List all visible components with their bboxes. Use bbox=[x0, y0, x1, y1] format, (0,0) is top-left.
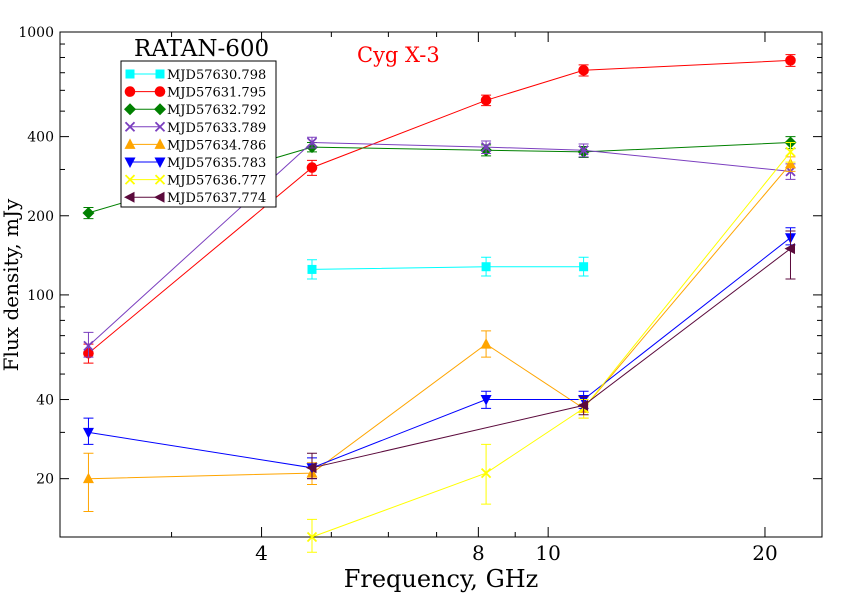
data-point bbox=[124, 191, 135, 203]
legend-label: MJD57635.783 bbox=[167, 156, 266, 171]
data-point bbox=[154, 174, 166, 185]
data-point bbox=[785, 55, 796, 66]
data-point bbox=[83, 340, 94, 352]
data-point bbox=[306, 531, 318, 543]
data-point bbox=[124, 86, 136, 97]
data-point bbox=[154, 138, 166, 149]
legend-label: MJD57634.786 bbox=[167, 138, 266, 153]
data-point bbox=[154, 157, 166, 168]
x-tick-label: 4 bbox=[255, 541, 268, 565]
legend-label: MJD57631.795 bbox=[167, 86, 266, 101]
error-bar bbox=[785, 230, 796, 280]
data-point bbox=[154, 86, 166, 97]
legend-box bbox=[120, 60, 277, 208]
data-point bbox=[481, 262, 491, 272]
legend-item: MJD57632.792 bbox=[124, 103, 266, 118]
legend-item: MJD57635.783 bbox=[124, 156, 266, 171]
axis-ticks: 20 40 100 200 400 1000 4 8 10 20 bbox=[18, 25, 822, 565]
data-point bbox=[305, 462, 317, 474]
series-line bbox=[311, 151, 791, 538]
data-point bbox=[82, 472, 94, 484]
data-point bbox=[578, 65, 589, 76]
data-point bbox=[125, 69, 135, 79]
series bbox=[305, 230, 796, 480]
data-point bbox=[124, 103, 136, 116]
series-layer bbox=[82, 54, 797, 553]
y-axis-label: Flux density, mJy bbox=[0, 198, 23, 371]
data-point bbox=[785, 146, 796, 158]
legend-item: MJD57631.795 bbox=[124, 86, 266, 101]
y-tick-label: 200 bbox=[27, 209, 54, 225]
data-point bbox=[480, 338, 492, 349]
legend-label: MJD57630.798 bbox=[167, 68, 266, 83]
data-point bbox=[124, 121, 136, 132]
legend: MJD57630.798 MJD57631.795 MJD57632.792 MJD5… bbox=[120, 60, 277, 208]
data-point bbox=[579, 262, 589, 272]
y-tick-label: 400 bbox=[27, 130, 54, 146]
data-point bbox=[306, 137, 318, 148]
data-point bbox=[577, 399, 589, 411]
x-axis-label: Frequency, GHz bbox=[344, 565, 539, 593]
chart-annotation: Cyg X-3 bbox=[357, 43, 440, 67]
x-tick-label: 20 bbox=[752, 541, 777, 565]
data-point bbox=[480, 141, 492, 153]
series bbox=[83, 54, 796, 364]
x-tick-label: 10 bbox=[535, 541, 560, 565]
legend-label: MJD57637.774 bbox=[167, 191, 266, 206]
y-tick-label: 40 bbox=[36, 393, 54, 409]
data-point bbox=[154, 191, 165, 203]
y-tick-label: 1000 bbox=[18, 25, 54, 41]
legend-label: MJD57632.792 bbox=[167, 103, 266, 118]
data-point bbox=[480, 94, 492, 106]
legend-item: MJD57636.777 bbox=[124, 174, 266, 189]
data-point bbox=[307, 264, 317, 274]
chart-title: RATAN-600 bbox=[134, 36, 269, 62]
legend-item: MJD57637.774 bbox=[124, 191, 266, 206]
legend-item: MJD57633.789 bbox=[124, 121, 266, 136]
y-tick-label: 20 bbox=[36, 472, 54, 488]
y-tick-label: 100 bbox=[27, 288, 54, 304]
data-point bbox=[82, 206, 95, 219]
data-point bbox=[784, 243, 795, 255]
data-point bbox=[155, 69, 165, 79]
legend-item: MJD57630.798 bbox=[125, 68, 266, 83]
series bbox=[306, 256, 589, 280]
data-point bbox=[578, 145, 589, 156]
x-tick-label: 8 bbox=[472, 541, 485, 565]
data-point bbox=[124, 157, 136, 168]
data-point bbox=[306, 162, 318, 173]
data-point bbox=[124, 138, 136, 149]
data-point bbox=[154, 103, 166, 116]
data-point bbox=[154, 121, 166, 132]
data-point bbox=[480, 395, 492, 406]
legend-label: MJD57636.777 bbox=[167, 174, 266, 189]
data-point bbox=[480, 467, 492, 479]
data-point bbox=[784, 157, 796, 169]
data-point bbox=[124, 174, 136, 185]
data-point bbox=[82, 427, 94, 439]
legend-item: MJD57634.786 bbox=[124, 138, 266, 153]
legend-label: MJD57633.789 bbox=[167, 121, 266, 136]
